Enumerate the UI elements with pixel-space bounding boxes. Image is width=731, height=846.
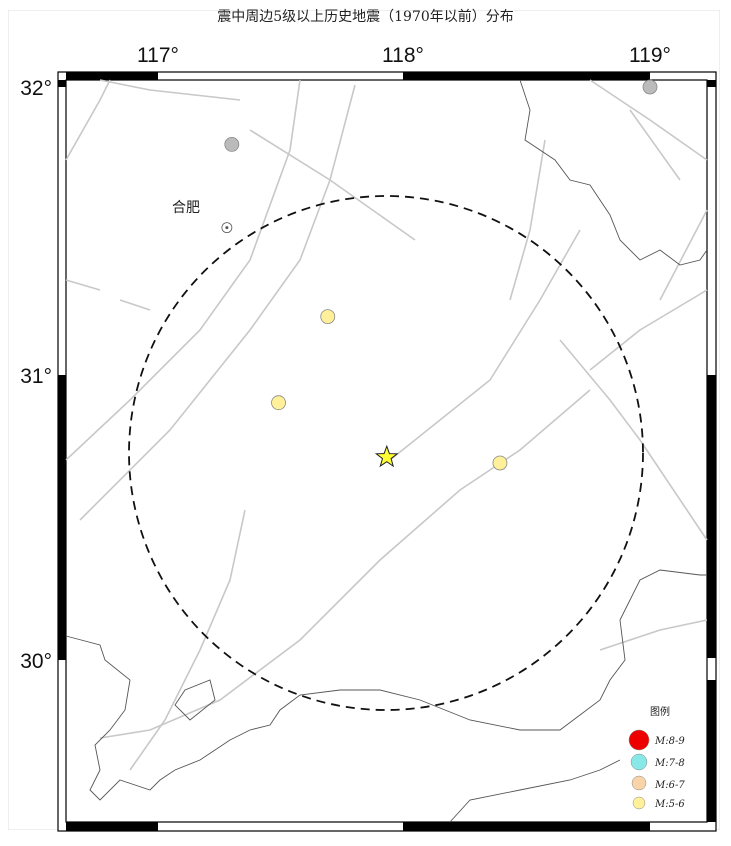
legend-label-5-6: M:5-6 [654,799,685,810]
earthquake-event-1 [271,395,286,411]
lat-tick-32: 32° [20,77,52,100]
legend-marker-8-9 [628,729,650,751]
earthquake-event-0 [320,309,336,325]
lat-tick-30: 30° [20,650,52,673]
epicenter-star-icon [374,444,399,468]
earthquake-event-3 [224,136,240,152]
boundary-lines [65,79,708,823]
city-marker-dot [225,226,229,230]
lat-tick-31: 31° [20,365,52,388]
legend-label-6-7: M:6-7 [654,780,685,791]
legend-marker-7-8 [630,753,648,771]
legend-label-7-8: M:7-8 [654,758,685,769]
legend: 图例 M:8-9 M:7-8 M:6-7 M:5-6 [628,705,685,810]
lon-tick-119: 119° [629,44,671,67]
fault-lines [65,79,708,771]
legend-title: 图例 [650,705,670,718]
earthquake-event-4 [642,79,658,95]
events-layer [221,79,658,471]
lon-tick-117: 117° [137,44,179,67]
map-title: 震中周边5级以上历史地震（1970年以前）分布 [217,9,514,25]
legend-label-8-9: M:8-9 [654,736,685,747]
earthquake-event-2 [492,455,508,471]
legend-marker-6-7 [631,775,647,791]
legend-marker-5-6 [632,796,646,810]
radius-circle [128,195,644,711]
lon-tick-118: 118° [382,44,424,67]
city-label: 合肥 [172,200,200,216]
